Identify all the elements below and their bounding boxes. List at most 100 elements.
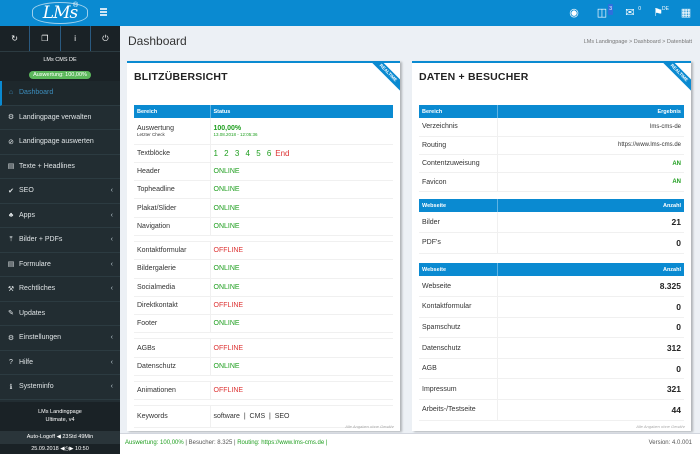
sidebar-item-dashboard[interactable]: ⌂ Dashboard (0, 81, 120, 106)
row-sublabel: Letzter Check (137, 131, 165, 137)
visitors-table: Webseite Anzahl Webseite 8.325 Kontaktform… (419, 263, 684, 421)
footer-version: Version: 4.0.001 (648, 440, 692, 446)
sidebar-item-label: Landingpage auswerten (19, 138, 94, 146)
sidebar-item-label: SEO (19, 187, 34, 195)
row-label: Spamschutz (419, 317, 498, 339)
check-icon: ✔ (8, 187, 14, 195)
product-info: LMs Landingpage Ultimate, v4 (0, 402, 120, 431)
row-label: Impressum (419, 378, 498, 401)
table-row: Spamschutz 0 (419, 317, 684, 339)
table-row: Textblöcke 1 2 3 4 5 6 End (134, 144, 393, 163)
row-label: Contentzuweisung (419, 154, 498, 174)
status-value: ONLINE (210, 198, 393, 218)
sidebar-item-landingpage-auswerten[interactable]: ⊘ Landingpage auswerten (0, 130, 120, 155)
flag-icon[interactable]: ⚑ DE (653, 5, 669, 19)
menu-toggle-icon[interactable] (100, 8, 107, 16)
row-value: 0 (497, 317, 684, 339)
row-value: 21 (497, 212, 684, 234)
info-icon[interactable]: i (61, 26, 91, 51)
sidebar-item-texte-headlines[interactable]: ▤ Texte + Headlines (0, 155, 120, 179)
sidebar-item-apps[interactable]: ♣ Apps ‹ (0, 204, 120, 228)
sidebar-item-updates[interactable]: ✎ Updates (0, 302, 120, 326)
status-table: Bereich Status Auswertung Letzter Check 10… (134, 105, 393, 429)
last-check-value: 13.08.2018 - 12:05:36 (213, 131, 258, 137)
table-row: Navigation ONLINE (134, 217, 393, 236)
document-icon: ▤ (7, 163, 15, 171)
form-icon: ▤ (7, 261, 15, 269)
sidebar-item-formulare[interactable]: ▤ Formulare ‹ (0, 253, 120, 277)
keywords-value: software | CMS | SEO (210, 405, 393, 429)
notes-icon[interactable]: ◫ 3 (596, 3, 613, 19)
status-value: OFFLINE (210, 241, 393, 261)
sidebar-item-bilder-pdfs[interactable]: ⤒ Bilder + PDFs ‹ (0, 228, 120, 253)
row-label: Bildergalerie (134, 259, 211, 279)
disclaimer: Alle Angaben ohne Gewähr (345, 424, 394, 429)
row-label: Bilder (419, 212, 498, 234)
notes-badge: 3 (608, 3, 613, 15)
sidebar-item-landingpage-verwalten[interactable]: ⚙ Landingpage verwalten (0, 106, 120, 130)
copy-icon[interactable]: ❐ (30, 26, 61, 51)
sidebar-item-seo[interactable]: ✔ SEO ‹ (0, 179, 120, 204)
status-value: ONLINE (210, 180, 393, 200)
eye-icon[interactable]: ◉ (569, 6, 579, 19)
question-icon: ? (9, 358, 13, 366)
chevron-left-icon: ‹ (110, 260, 113, 268)
chevron-left-icon: ‹ (110, 187, 113, 195)
status-value: ONLINE (210, 314, 393, 334)
footer-routing-link[interactable]: Routing: https://www.lms-cms.de | (237, 440, 328, 446)
daten-besucher-box: DATEN + BESUCHER REALTIME Bereich Ergebni… (412, 61, 691, 431)
chevron-left-icon: ‹ (110, 285, 113, 293)
sidebar-item-rechtliches[interactable]: ⚒ Rechtliches ‹ (0, 277, 120, 302)
disclaimer: Alle Angaben ohne Gewähr (636, 424, 685, 429)
sidebar-item-label: Bilder + PDFs (19, 236, 63, 244)
row-value: AN (497, 154, 684, 174)
textblock-end[interactable]: End (275, 148, 290, 158)
row-label: Auswertung (137, 124, 174, 132)
status-value: ONLINE (210, 217, 393, 236)
sidebar-item-label: Texte + Headlines (19, 162, 75, 170)
sidebar-item-einstellungen[interactable]: ⚙ Einstellungen ‹ (0, 326, 120, 351)
sidebar-item-systeminfo[interactable]: ℹ Systeminfo ‹ (0, 375, 120, 400)
sidebar-item-label: Apps (19, 211, 35, 219)
top-navbar: LMs ® ◉ ◫ 3 ✉ 0 ⚑ DE ▦ (0, 0, 700, 26)
table-row: Verzeichnis lms-cms-de (419, 118, 684, 137)
status-value: ONLINE (210, 162, 393, 182)
upload-icon: ⤒ (9, 235, 13, 243)
chevron-left-icon: ‹ (110, 334, 113, 342)
status-value: OFFLINE (210, 296, 393, 316)
sidebar-item-label: Dashboard (19, 89, 54, 97)
col-header: Webseite (419, 263, 498, 276)
row-value: 321 (497, 378, 684, 401)
cogs-icon: ⚙ (7, 334, 15, 342)
row-label: Direktkontakt (134, 296, 211, 316)
apps-grid-icon[interactable]: ▦ (680, 6, 692, 19)
refresh-icon[interactable]: ↻ (0, 26, 31, 51)
table-row: Keywords software | CMS | SEO (134, 405, 393, 429)
sitemap-icon: ♣ (8, 211, 14, 219)
row-label: Webseite (419, 276, 498, 298)
page-title: Dashboard (128, 34, 187, 48)
status-value: ONLINE (210, 278, 393, 297)
row-label: Navigation (134, 217, 211, 236)
mail-icon[interactable]: ✉ 0 (625, 5, 641, 19)
sidebar-item-label: Rechtliches (19, 285, 56, 293)
info-circle-icon: ℹ (9, 383, 13, 391)
chevron-left-icon: ‹ (110, 236, 113, 244)
row-label: Kontaktformular (134, 241, 211, 261)
realtime-ribbon: REALTIME (366, 63, 400, 95)
table-row: Datenschutz ONLINE (134, 357, 393, 377)
breadcrumb[interactable]: LMs Landingpage > Dashboard > Datenblatt (583, 39, 692, 45)
sidebar-item-label: Systeminfo (19, 383, 54, 391)
sidebar-item-hilfe[interactable]: ? Hilfe ‹ (0, 351, 120, 375)
logo-text: LMs (31, 2, 89, 24)
row-label: Header (134, 162, 211, 182)
table-row: Datenschutz 312 (419, 337, 684, 359)
logo[interactable]: LMs ® (0, 0, 120, 26)
power-icon[interactable]: ⏻ (102, 33, 109, 43)
row-value: 0 (497, 358, 684, 380)
row-label: PDF's (419, 232, 498, 254)
textblock-numbers[interactable]: 1 2 3 4 5 6 (213, 148, 274, 158)
row-value: 312 (497, 337, 684, 359)
table-row: Kontaktformular 0 (419, 296, 684, 318)
table-row: Routing https://www.lms-cms.de (419, 136, 684, 156)
